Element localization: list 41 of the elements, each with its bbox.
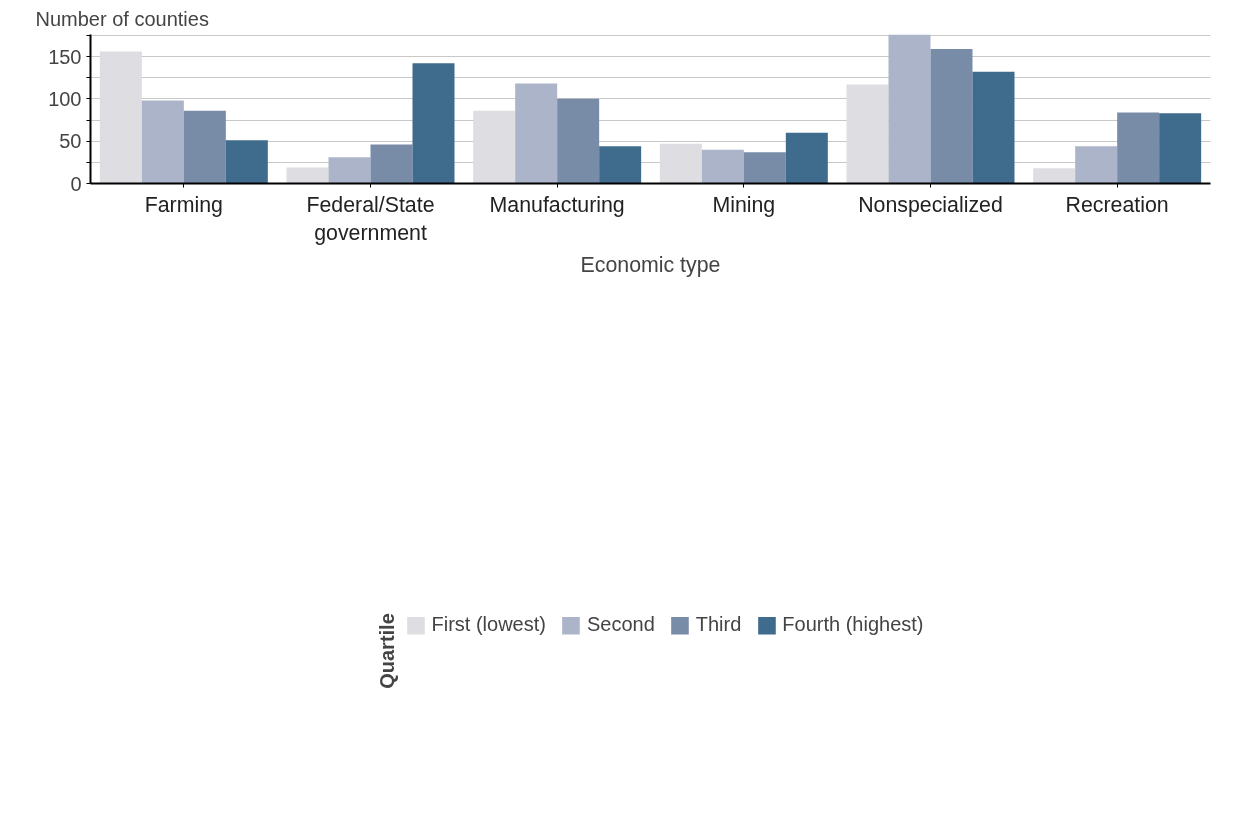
- bar: [412, 63, 455, 184]
- legend-label: First (lowest): [431, 613, 546, 637]
- x-tick-label: Farming: [144, 192, 223, 217]
- bar: [846, 84, 889, 184]
- bar: [515, 83, 558, 184]
- bar: [328, 157, 371, 184]
- bar: [1033, 168, 1076, 184]
- legend-title: Quartile: [376, 613, 400, 689]
- bar: [743, 152, 786, 184]
- x-tick-label: Manufacturing: [489, 192, 625, 217]
- y-axis-title: Number of counties: [35, 7, 209, 30]
- bar: [99, 51, 142, 184]
- x-axis-title: Economic type: [580, 253, 721, 278]
- bar: [888, 34, 931, 184]
- bar: [972, 71, 1015, 184]
- x-tick-label: Recreation: [1065, 192, 1169, 217]
- bar: [557, 98, 600, 184]
- x-tick-label: Nonspecialized: [858, 192, 1003, 217]
- bar: [183, 110, 226, 184]
- bar: [473, 110, 516, 184]
- bar: [785, 132, 828, 184]
- bar: [701, 149, 744, 184]
- bar: [659, 143, 702, 184]
- y-tick-label: 100: [48, 87, 82, 110]
- bar: [1117, 112, 1160, 184]
- bar: [930, 48, 973, 184]
- bar: [1075, 146, 1118, 184]
- bar: [370, 144, 413, 184]
- x-tick-label: Mining: [712, 192, 776, 217]
- legend-label: Third: [695, 613, 742, 637]
- legend-label: Second: [586, 613, 655, 637]
- bar: [286, 167, 329, 184]
- legend-label: Fourth (highest): [782, 613, 924, 637]
- bar: [141, 100, 184, 184]
- x-tick-label: Federal/State government: [306, 192, 435, 246]
- bar: [1159, 113, 1202, 184]
- y-tick-label: 150: [48, 45, 82, 68]
- bar: [599, 146, 642, 184]
- y-tick-label: 50: [59, 130, 82, 153]
- y-tick-label: 0: [70, 172, 82, 195]
- bar: [225, 140, 268, 184]
